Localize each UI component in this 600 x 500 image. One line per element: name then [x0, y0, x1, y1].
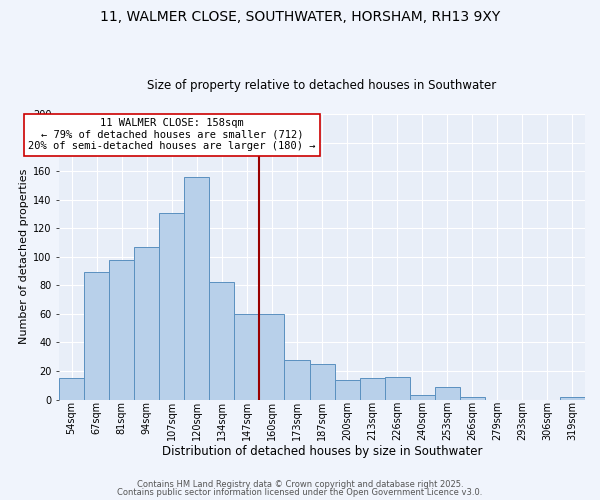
- Bar: [184, 177, 209, 400]
- Bar: [560, 396, 585, 400]
- Bar: [385, 376, 410, 400]
- Bar: [460, 396, 485, 400]
- Bar: [109, 260, 134, 400]
- Bar: [359, 378, 385, 400]
- Bar: [134, 247, 159, 400]
- Bar: [284, 360, 310, 400]
- Text: 11 WALMER CLOSE: 158sqm
← 79% of detached houses are smaller (712)
20% of semi-d: 11 WALMER CLOSE: 158sqm ← 79% of detache…: [28, 118, 316, 152]
- Bar: [84, 272, 109, 400]
- Bar: [435, 386, 460, 400]
- Bar: [310, 364, 335, 400]
- Text: 11, WALMER CLOSE, SOUTHWATER, HORSHAM, RH13 9XY: 11, WALMER CLOSE, SOUTHWATER, HORSHAM, R…: [100, 10, 500, 24]
- Text: Contains public sector information licensed under the Open Government Licence v3: Contains public sector information licen…: [118, 488, 482, 497]
- Bar: [159, 212, 184, 400]
- X-axis label: Distribution of detached houses by size in Southwater: Distribution of detached houses by size …: [162, 444, 482, 458]
- Text: Contains HM Land Registry data © Crown copyright and database right 2025.: Contains HM Land Registry data © Crown c…: [137, 480, 463, 489]
- Title: Size of property relative to detached houses in Southwater: Size of property relative to detached ho…: [148, 79, 497, 92]
- Bar: [59, 378, 84, 400]
- Bar: [335, 380, 359, 400]
- Y-axis label: Number of detached properties: Number of detached properties: [19, 169, 29, 344]
- Bar: [209, 282, 235, 400]
- Bar: [259, 314, 284, 400]
- Bar: [235, 314, 259, 400]
- Bar: [410, 396, 435, 400]
